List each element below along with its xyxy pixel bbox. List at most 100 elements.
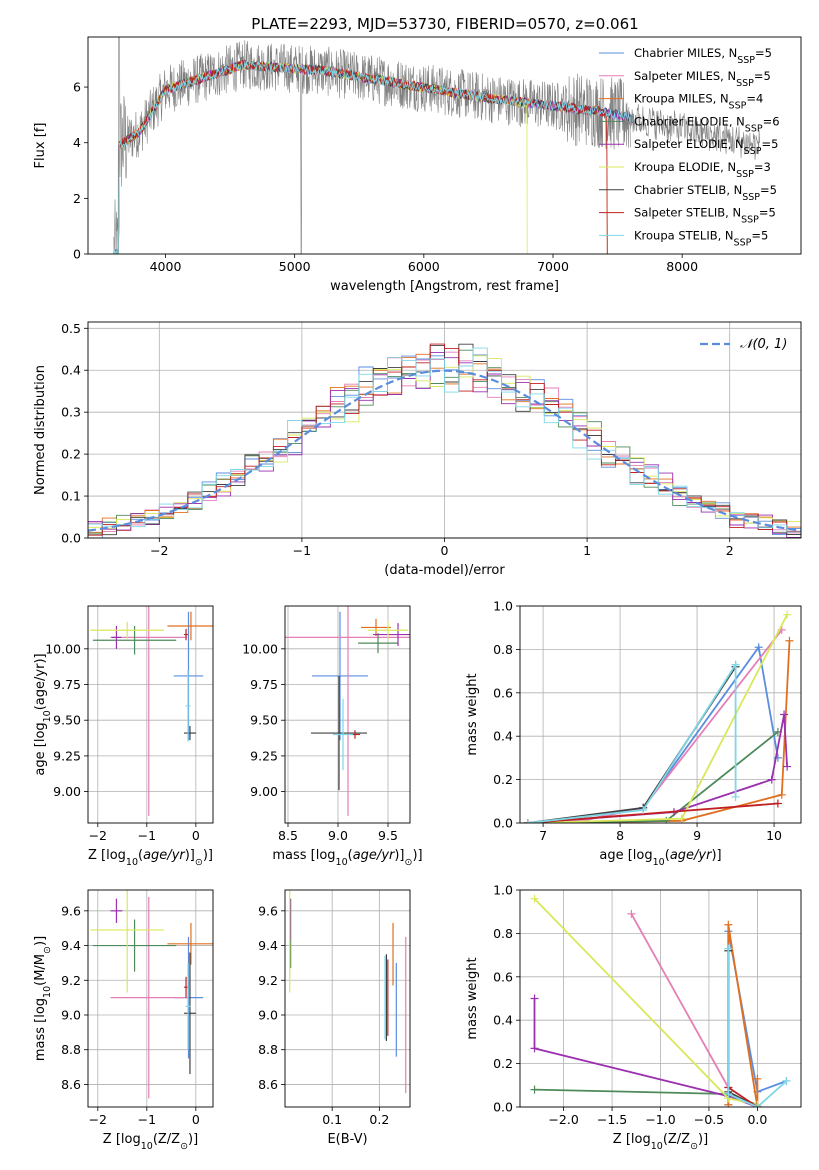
error-bar-point (311, 675, 367, 791)
legend-entry: 𝒩(0, 1) (740, 337, 787, 352)
axes-frame (284, 889, 411, 1108)
x-tick-label: 9.5 (378, 828, 398, 843)
error-bar-point (92, 919, 177, 972)
x-tick-label: 0 (192, 1112, 200, 1127)
error-bar-point (90, 890, 164, 993)
y-tick-label: 4 (73, 135, 81, 150)
panel-residuals: −2 −1 0 1 2 0.0 0.1 0.2 0.3 0.4 0.5 𝒩(0, 1) (data-mo… (33, 321, 802, 578)
weight-line (527, 714, 788, 823)
y-tick-label: 8.6 (258, 1077, 278, 1092)
weight-marker (777, 790, 786, 799)
x-tick-label: 6000 (408, 259, 440, 274)
plot-area (88, 343, 801, 538)
axes-frame (87, 605, 214, 824)
y-tick-label: 9.25 (250, 748, 278, 763)
weight-line (527, 629, 783, 823)
y-tick-label: 9.50 (250, 713, 278, 728)
x-axis-label: (data-model)/error (384, 563, 505, 578)
y-tick-label: 9.6 (61, 903, 81, 918)
model-spectrum-line (114, 60, 634, 254)
x-tick-label: 2 (726, 543, 734, 558)
y-tick-label: 0 (73, 247, 81, 262)
weight-marker (785, 636, 794, 645)
weight-line (727, 1086, 758, 1107)
legend-entry: Kroupa STELIB, NSSP=5 (634, 228, 768, 248)
panel-age-vs-mass: 8.5 9.0 9.5 9.00 9.25 9.50 9.75 10.00 mass [log1… (242, 605, 423, 868)
weight-line (527, 614, 788, 823)
plot-area (289, 890, 407, 1094)
error-bar-point (110, 896, 188, 1099)
weight-line (527, 731, 779, 823)
y-tick-label: 9.75 (53, 677, 81, 692)
y-tick-label: 0.0 (493, 816, 513, 831)
x-tick-label: −2 (150, 543, 168, 558)
x-tick-label: −1 (138, 1112, 156, 1127)
x-tick-label: 4000 (150, 259, 182, 274)
model-spectrum-line (114, 59, 634, 254)
x-axis-label: wavelength [Angstrom, rest frame] (330, 279, 559, 294)
y-tick-label: 8.6 (61, 1077, 81, 1092)
legend-entry: Salpeter STELIB, NSSP=5 (634, 206, 776, 226)
axes-frame (519, 889, 802, 1108)
weight-marker (639, 805, 648, 814)
weight-line (534, 1088, 758, 1106)
legend-entry: Kroupa MILES, NSSP=4 (634, 92, 763, 112)
weight-marker (530, 894, 539, 903)
plot-area (285, 606, 410, 816)
y-tick-label: 1.0 (493, 883, 513, 898)
error-bar-point (167, 922, 213, 965)
x-tick-label: 5000 (279, 259, 311, 274)
weight-line (527, 640, 791, 823)
x-tick-label: 8000 (666, 259, 698, 274)
x-tick-label: 7000 (537, 259, 569, 274)
axes-frame (284, 605, 411, 824)
x-tick-label: −1 (138, 828, 156, 843)
x-tick-label: 8.5 (278, 828, 298, 843)
error-bar-point (373, 623, 410, 646)
panel-spectrum: 4000 5000 6000 7000 8000 0 2 4 6 Chabrier MILES, … (33, 36, 802, 294)
x-tick-label: 0.0 (747, 1112, 767, 1127)
y-tick-label: 9.25 (53, 748, 81, 763)
y-axis-label: age [log10(age/yr)] (33, 653, 53, 775)
y-tick-label: 9.2 (258, 973, 278, 988)
error-bar-point (185, 670, 191, 742)
error-bar-point (184, 952, 196, 1075)
y-tick-label: 9.2 (61, 973, 81, 988)
y-tick-label: 9.6 (258, 903, 278, 918)
weight-marker (724, 1089, 733, 1098)
axes-frame (87, 889, 214, 1108)
plot-area (90, 890, 213, 1099)
y-tick-label: 9.0 (258, 1007, 278, 1022)
y-tick-label: 6 (73, 80, 81, 95)
x-tick-label: −1 (293, 543, 311, 558)
x-tick-label: 0.1 (322, 1112, 342, 1127)
y-tick-label: 2 (73, 191, 81, 206)
x-tick-label: 7 (539, 828, 547, 843)
error-bar-point (312, 611, 368, 741)
panel-weight-vs-age: 7 8 9 10 0.0 0.2 0.4 0.6 0.8 1.0 age [log10(age/yr… (465, 599, 802, 868)
error-bar-point (184, 725, 196, 741)
error-bar-point (90, 621, 164, 639)
y-tick-label: 0.3 (61, 405, 81, 420)
panel-mass-vs-EBV: 0.1 0.2 8.6 8.8 9.0 9.2 9.4 9.6 E(B-V) (258, 889, 411, 1147)
figure-title: PLATE=2293, MJD=53730, FIBERID=0570, z=0… (251, 15, 638, 33)
weight-marker (767, 775, 776, 784)
error-bar-point (361, 618, 391, 636)
weight-line (527, 661, 737, 823)
y-tick-label: 0.8 (493, 642, 513, 657)
x-tick-label: 9.0 (328, 828, 348, 843)
x-axis-label: Z [log10(Z/Z⊙)] (103, 1132, 198, 1152)
model-spectrum-line (113, 60, 634, 254)
x-tick-label: −2.0 (548, 1112, 578, 1127)
x-axis-label: mass [log10(age/yr)]⊙)] (272, 848, 422, 868)
plot-area (530, 894, 791, 1107)
y-tick-label: 9.75 (250, 677, 278, 692)
weight-marker (530, 1044, 539, 1053)
residual-histogram (88, 347, 801, 533)
y-tick-label: 0.4 (61, 363, 81, 378)
y-tick-label: 9.00 (250, 784, 278, 799)
error-bar-point (111, 625, 122, 649)
x-tick-label: −1.0 (645, 1112, 675, 1127)
x-tick-label: −2 (89, 1112, 107, 1127)
y-axis-label: mass weight (465, 673, 480, 755)
